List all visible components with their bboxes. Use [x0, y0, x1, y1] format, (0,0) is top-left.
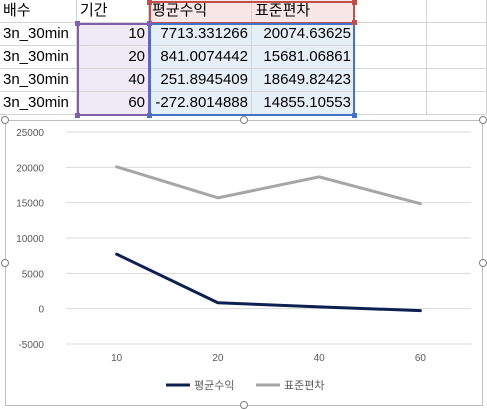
table-row: 3n_30min 20 841.0074442 15681.06861: [0, 46, 487, 69]
cell-multiplier[interactable]: 3n_30min: [0, 46, 77, 68]
gridlines: [66, 131, 471, 345]
range-handle[interactable]: [147, 113, 152, 118]
table-row: 3n_30min 10 7713.331266 20074.63625: [0, 23, 487, 46]
spreadsheet-grid: 배수 기간 평균수익 표준편차 3n_30min 10 7713.331266 …: [0, 0, 487, 119]
cell-empty[interactable]: [427, 92, 487, 114]
y-tick-label: -5000: [18, 340, 44, 351]
cell-multiplier[interactable]: 3n_30min: [0, 23, 77, 45]
x-axis-ticks: 10 20 40 60: [111, 353, 426, 364]
y-tick-label: 15000: [16, 199, 44, 210]
cell-empty[interactable]: [355, 0, 427, 22]
series-lines: [115, 165, 422, 313]
period-range-highlight: [77, 23, 149, 115]
cell-header-period[interactable]: 기간: [77, 0, 149, 22]
x-tick-label: 60: [415, 353, 427, 364]
legend[interactable]: 평균수익 표준편차: [166, 379, 324, 392]
chart-resize-handle[interactable]: [1, 259, 9, 267]
cell-empty[interactable]: [427, 69, 487, 91]
cell-mean-return[interactable]: -272.8014888: [149, 92, 252, 114]
chart-resize-handle[interactable]: [1, 116, 9, 124]
cell-header-multiplier[interactable]: 배수: [0, 0, 77, 22]
legend-label: 평균수익: [194, 379, 234, 392]
cell-empty[interactable]: [355, 46, 427, 68]
y-tick-label: 5000: [22, 269, 45, 280]
series-line: [115, 165, 422, 206]
cell-mean-return[interactable]: 251.8945409: [149, 69, 252, 91]
cell-empty[interactable]: [355, 23, 427, 45]
cell-multiplier[interactable]: 3n_30min: [0, 92, 77, 114]
cell-empty[interactable]: [427, 23, 487, 45]
chart-resize-handle[interactable]: [479, 259, 487, 267]
cell-empty[interactable]: [355, 69, 427, 91]
y-tick-label: 10000: [16, 234, 44, 245]
legend-label: 표준편차: [284, 379, 324, 392]
y-axis-ticks: 25000 20000 15000 10000 5000 0 -5000: [16, 128, 44, 351]
x-tick-label: 20: [212, 353, 224, 364]
y-tick-label: 20000: [16, 163, 44, 174]
x-tick-label: 10: [111, 353, 123, 364]
y-tick-label: 0: [38, 305, 44, 316]
range-handle[interactable]: [147, 21, 152, 26]
cell-header-mean-return[interactable]: 평균수익: [149, 0, 252, 22]
header-highlight: [149, 0, 355, 23]
x-tick-label: 40: [314, 353, 326, 364]
cell-empty[interactable]: [427, 0, 487, 22]
period-range-border: [77, 23, 150, 116]
table-row: 3n_30min 40 251.8945409 18649.82423: [0, 69, 487, 92]
header-range-border: [149, 1, 355, 24]
cell-mean-return[interactable]: 7713.331266: [149, 23, 252, 45]
cell-empty[interactable]: [355, 92, 427, 114]
range-handle[interactable]: [352, 113, 357, 118]
cell-multiplier[interactable]: 3n_30min: [0, 69, 77, 91]
range-handle[interactable]: [352, 0, 357, 5]
range-handle[interactable]: [75, 21, 80, 26]
series-line: [115, 252, 422, 313]
cell-empty[interactable]: [427, 46, 487, 68]
values-range-border: [149, 23, 355, 116]
range-handle[interactable]: [147, 0, 152, 5]
range-handle[interactable]: [352, 20, 357, 25]
range-handle[interactable]: [75, 113, 80, 118]
chart-resize-handle[interactable]: [479, 116, 487, 124]
chart-resize-handle[interactable]: [240, 116, 248, 124]
y-tick-label: 25000: [16, 128, 44, 139]
line-chart[interactable]: 25000 20000 15000 10000 5000 0 -5000 10 20 40 60 …: [5, 120, 483, 406]
cell-mean-return[interactable]: 841.0074442: [149, 46, 252, 68]
values-range-highlight: [149, 23, 355, 115]
